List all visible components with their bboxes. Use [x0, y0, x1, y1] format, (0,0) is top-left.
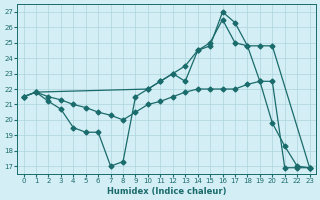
X-axis label: Humidex (Indice chaleur): Humidex (Indice chaleur): [107, 187, 226, 196]
